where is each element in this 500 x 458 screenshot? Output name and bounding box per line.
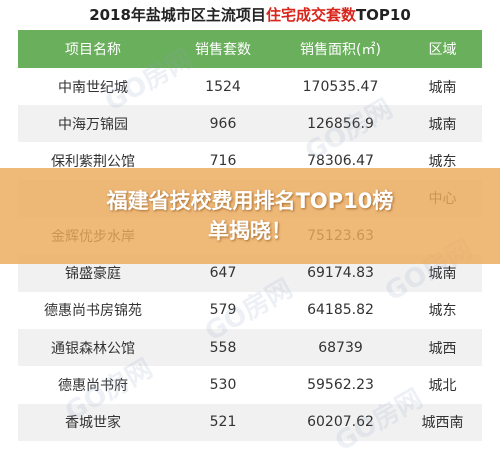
header-cell: 项目名称 [65, 42, 121, 58]
title-part: 2018年盐城市区主流项目 [89, 6, 266, 24]
table-cell: 城西南 [421, 415, 464, 432]
table-cell: 城南 [428, 79, 457, 96]
page: {"header": {"title_parts": ["2018年盐城市区主流… [0, 4, 500, 458]
banner-text: 福建省技校费用排名TOP10榜 单揭晓！ [30, 186, 470, 246]
table-cell: 锦盛豪庭 [65, 266, 121, 282]
title-part: TOP10 [355, 6, 411, 24]
table-cell: 78306.47 [307, 153, 374, 170]
table-cell: 69174.83 [307, 265, 374, 281]
table-cell: 德惠尚书房锦苑 [44, 303, 142, 320]
table-cell: 城东 [428, 303, 457, 320]
table-row: 通银森林公馆 558 68739 城西 [18, 329, 482, 367]
table-cell: 城南 [428, 266, 457, 282]
header-row: 项目名称 销售套数 销售面积(㎡) 区域 [18, 30, 482, 68]
table-cell: 966 [209, 115, 237, 132]
table-cell: 德惠尚书府 [58, 377, 128, 394]
banner-line: 福建省技校费用排名TOP10榜 [106, 189, 394, 213]
table-row: 中南世纪城 1524 170535.47 城南 [18, 68, 482, 105]
title-highlight: 住宅成交套数 [265, 6, 356, 24]
table-cell: 170535.47 [302, 78, 379, 95]
table-cell: 中南世纪城 [58, 79, 128, 96]
table-row: 保利紫荆公馆 716 78306.47 城东 [18, 143, 482, 180]
table-cell: 530 [209, 376, 237, 393]
table-cell: 68739 [318, 339, 363, 356]
table-cell: 647 [209, 265, 237, 281]
header-cell: 销售面积(㎡) [300, 42, 381, 58]
table-cell: 中海万锦园 [58, 116, 128, 133]
table-cell: 64185.82 [307, 302, 374, 319]
table-cell: 城南 [428, 116, 457, 133]
header-cell: 销售套数 [195, 42, 251, 58]
table-cell: 城西 [428, 340, 457, 357]
table-row: 德惠尚书府 530 59562.23 城北 [18, 366, 482, 403]
table-row: 香城世家 521 60207.62 城西南 [18, 403, 482, 441]
table-cell: 60207.62 [307, 414, 374, 431]
table-row: 德惠尚书房锦苑 579 64185.82 城东 [18, 292, 482, 329]
table-cell: 716 [209, 153, 237, 170]
table-row: 中海万锦园 966 126856.9 城南 [18, 105, 482, 143]
table-cell: 保利紫荆公馆 [51, 154, 135, 171]
table-cell: 126856.9 [307, 115, 374, 132]
table-cell: 城北 [428, 377, 457, 394]
table-cell: 59562.23 [307, 376, 374, 393]
table-cell: 1524 [205, 78, 241, 95]
header-cell: 区域 [428, 42, 457, 58]
table-cell: 通银森林公馆 [51, 340, 135, 357]
table-cell: 521 [209, 414, 237, 431]
table-cell: 579 [209, 302, 237, 319]
table-cell: 城东 [428, 154, 457, 171]
banner-line: 单揭晓！ [208, 219, 292, 243]
table-cell: 558 [209, 339, 237, 356]
table-cell: 香城世家 [65, 415, 121, 432]
title: 2018年盐城市区主流项目住宅成交套数TOP10 [0, 4, 500, 25]
banner [0, 168, 500, 264]
